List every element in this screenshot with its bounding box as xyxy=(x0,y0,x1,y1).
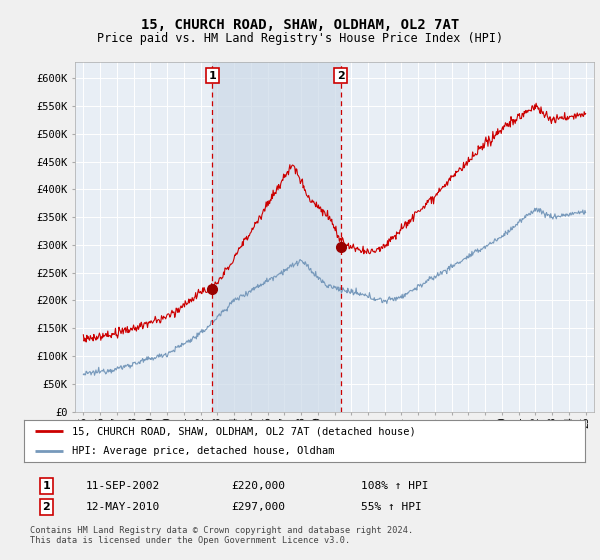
Bar xyxy=(212,62,341,412)
Text: 1: 1 xyxy=(43,480,50,491)
Text: 2: 2 xyxy=(337,71,344,81)
Text: 108% ↑ HPI: 108% ↑ HPI xyxy=(361,480,428,491)
Text: 15, CHURCH ROAD, SHAW, OLDHAM, OL2 7AT (detached house): 15, CHURCH ROAD, SHAW, OLDHAM, OL2 7AT (… xyxy=(71,426,415,436)
Text: 11-SEP-2002: 11-SEP-2002 xyxy=(86,480,160,491)
Text: Contains HM Land Registry data © Crown copyright and database right 2024.
This d: Contains HM Land Registry data © Crown c… xyxy=(29,526,413,545)
Text: £297,000: £297,000 xyxy=(232,502,286,512)
Text: 55% ↑ HPI: 55% ↑ HPI xyxy=(361,502,421,512)
Text: 1: 1 xyxy=(208,71,216,81)
Text: Price paid vs. HM Land Registry's House Price Index (HPI): Price paid vs. HM Land Registry's House … xyxy=(97,32,503,45)
Text: HPI: Average price, detached house, Oldham: HPI: Average price, detached house, Oldh… xyxy=(71,446,334,456)
Text: 2: 2 xyxy=(43,502,50,512)
Text: 12-MAY-2010: 12-MAY-2010 xyxy=(86,502,160,512)
Text: £220,000: £220,000 xyxy=(232,480,286,491)
Text: 15, CHURCH ROAD, SHAW, OLDHAM, OL2 7AT: 15, CHURCH ROAD, SHAW, OLDHAM, OL2 7AT xyxy=(141,18,459,32)
